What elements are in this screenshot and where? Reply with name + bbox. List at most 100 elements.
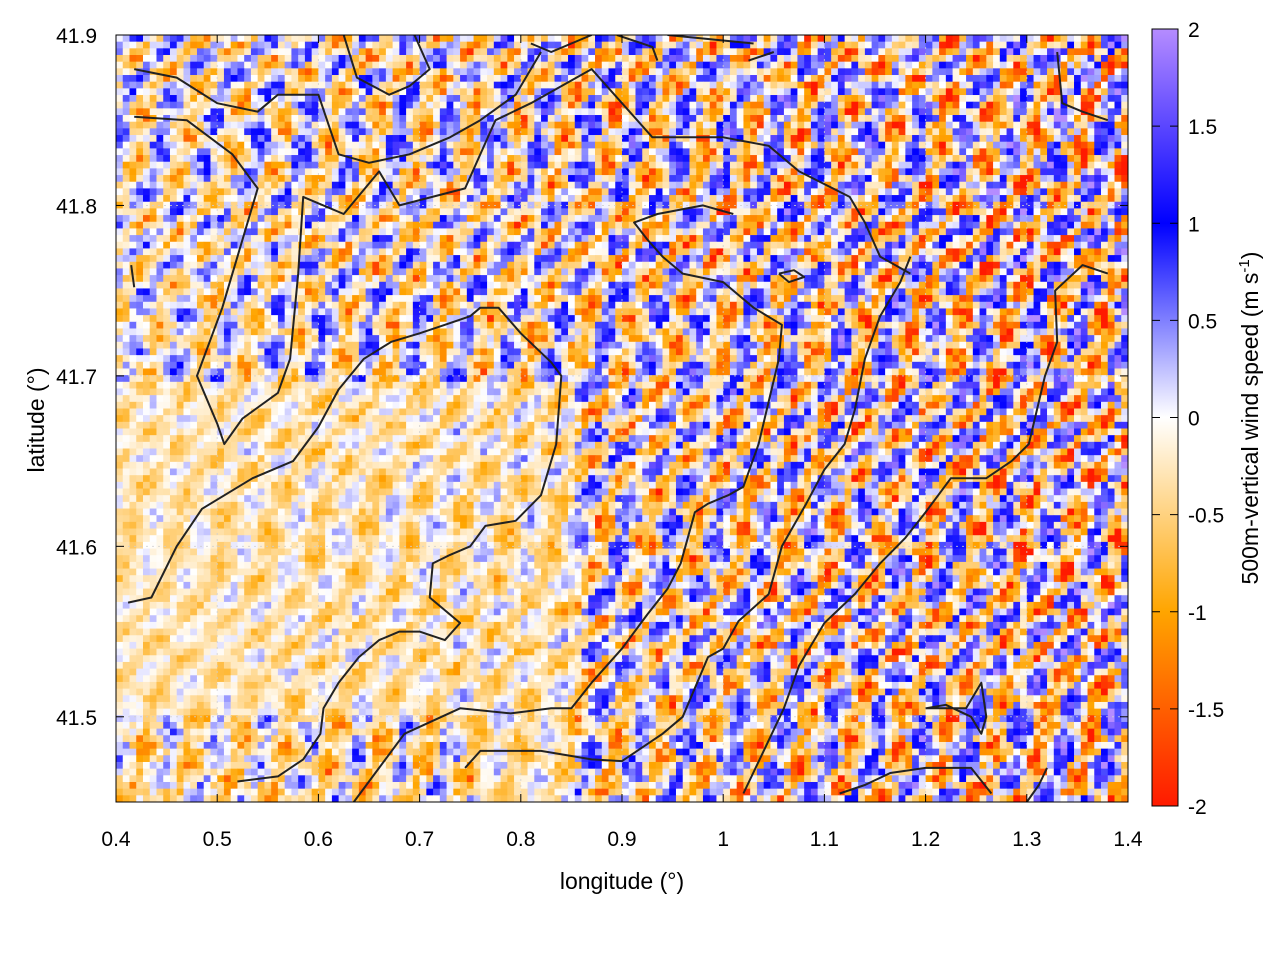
- heatmap-cell: [385, 181, 394, 189]
- heatmap-cell: [203, 241, 211, 249]
- heatmap-cell: [878, 48, 886, 56]
- heatmap-cell: [878, 221, 886, 229]
- heatmap-cell: [736, 175, 744, 183]
- heatmap-cell: [716, 241, 724, 249]
- heatmap-cell: [608, 35, 616, 43]
- heatmap-cell: [864, 175, 873, 183]
- heatmap-cell: [244, 108, 252, 116]
- heatmap-cell: [804, 161, 812, 169]
- heatmap-cell: [615, 228, 623, 236]
- heatmap-cell: [237, 221, 245, 229]
- heatmap-cell: [372, 148, 380, 156]
- heatmap-cell: [1033, 75, 1041, 83]
- heatmap-cell: [763, 115, 771, 123]
- heatmap-cell: [1040, 121, 1048, 129]
- heatmap-cell: [824, 201, 832, 209]
- heatmap-cell: [932, 128, 940, 136]
- heatmap-cell: [655, 141, 663, 149]
- heatmap-cell: [662, 75, 670, 83]
- heatmap-cell: [149, 135, 157, 143]
- heatmap-cell: [1006, 108, 1014, 116]
- heatmap-cell: [1060, 121, 1068, 129]
- heatmap-cell: [696, 228, 704, 236]
- heatmap-cell: [689, 48, 697, 56]
- heatmap-cell: [743, 228, 751, 236]
- heatmap-cell: [250, 241, 259, 249]
- heatmap-cell: [250, 41, 259, 49]
- heatmap-cell: [244, 81, 252, 89]
- heatmap-cell: [810, 148, 819, 156]
- heatmap-cell: [156, 55, 164, 63]
- heatmap-cell: [318, 161, 326, 169]
- heatmap-cell: [783, 235, 792, 243]
- heatmap-cell: [392, 248, 400, 256]
- heatmap-cell: [365, 128, 373, 136]
- heatmap-cell: [345, 148, 353, 156]
- heatmap-cell: [284, 241, 292, 249]
- heatmap-cell: [473, 181, 481, 189]
- heatmap-cell: [756, 235, 765, 243]
- heatmap-cell: [777, 61, 785, 69]
- heatmap-cell: [331, 81, 340, 89]
- heatmap-cell: [817, 101, 825, 109]
- heatmap-cell: [156, 241, 164, 249]
- heatmap-cell: [1087, 48, 1095, 56]
- heatmap-cell: [925, 48, 933, 56]
- heatmap-cell: [655, 101, 663, 109]
- heatmap-cell: [385, 88, 394, 96]
- heatmap-cell: [696, 148, 704, 156]
- heatmap-cell: [352, 208, 360, 216]
- heatmap-cell: [763, 128, 771, 136]
- heatmap-cell: [581, 61, 589, 69]
- heatmap-cell: [682, 68, 690, 76]
- heatmap-cell: [473, 188, 481, 196]
- heatmap-cell: [824, 55, 832, 63]
- heatmap-cell: [750, 181, 758, 189]
- heatmap-cell: [338, 175, 346, 183]
- heatmap-cell: [116, 75, 124, 83]
- heatmap-cell: [716, 141, 724, 149]
- heatmap-cell: [979, 95, 987, 103]
- heatmap-cell: [709, 221, 717, 229]
- heatmap-cell: [669, 195, 677, 203]
- heatmap-cell: [979, 241, 987, 249]
- heatmap-cell: [885, 148, 893, 156]
- heatmap-cell: [190, 48, 198, 56]
- heatmap-cell: [460, 41, 468, 49]
- heatmap-cell: [905, 128, 913, 136]
- heatmap-cell: [979, 228, 987, 236]
- heatmap-cell: [311, 181, 319, 189]
- heatmap-cell: [912, 181, 920, 189]
- heatmap-cell: [453, 195, 461, 203]
- heatmap-cell: [487, 61, 495, 69]
- heatmap-cell: [804, 141, 812, 149]
- heatmap-cell: [541, 175, 549, 183]
- heatmap-cell: [999, 108, 1007, 116]
- heatmap-cell: [264, 41, 272, 49]
- heatmap-cell: [500, 155, 508, 163]
- heatmap-cell: [777, 208, 785, 216]
- heatmap-cell: [932, 155, 940, 163]
- heatmap-cell: [264, 248, 272, 256]
- heatmap-cell: [750, 75, 758, 83]
- heatmap-cell: [331, 61, 340, 69]
- heatmap-cell: [608, 75, 616, 83]
- heatmap-cell: [250, 61, 259, 69]
- heatmap-cell: [156, 148, 164, 156]
- heatmap-cell: [142, 61, 151, 69]
- heatmap-cell: [325, 81, 333, 89]
- heatmap-cell: [743, 221, 751, 229]
- heatmap-cell: [1067, 75, 1075, 83]
- heatmap-cell: [568, 161, 576, 169]
- heatmap-cell: [473, 168, 481, 176]
- heatmap-cell: [628, 188, 636, 196]
- heatmap-cell: [1040, 75, 1048, 83]
- heatmap-cell: [291, 208, 299, 216]
- heatmap-cell: [628, 95, 636, 103]
- heatmap-cell: [446, 128, 454, 136]
- heatmap-cell: [493, 128, 501, 136]
- heatmap-cell: [554, 41, 562, 49]
- heatmap-cell: [595, 201, 603, 209]
- heatmap-cell: [453, 41, 461, 49]
- heatmap-cell: [163, 181, 171, 189]
